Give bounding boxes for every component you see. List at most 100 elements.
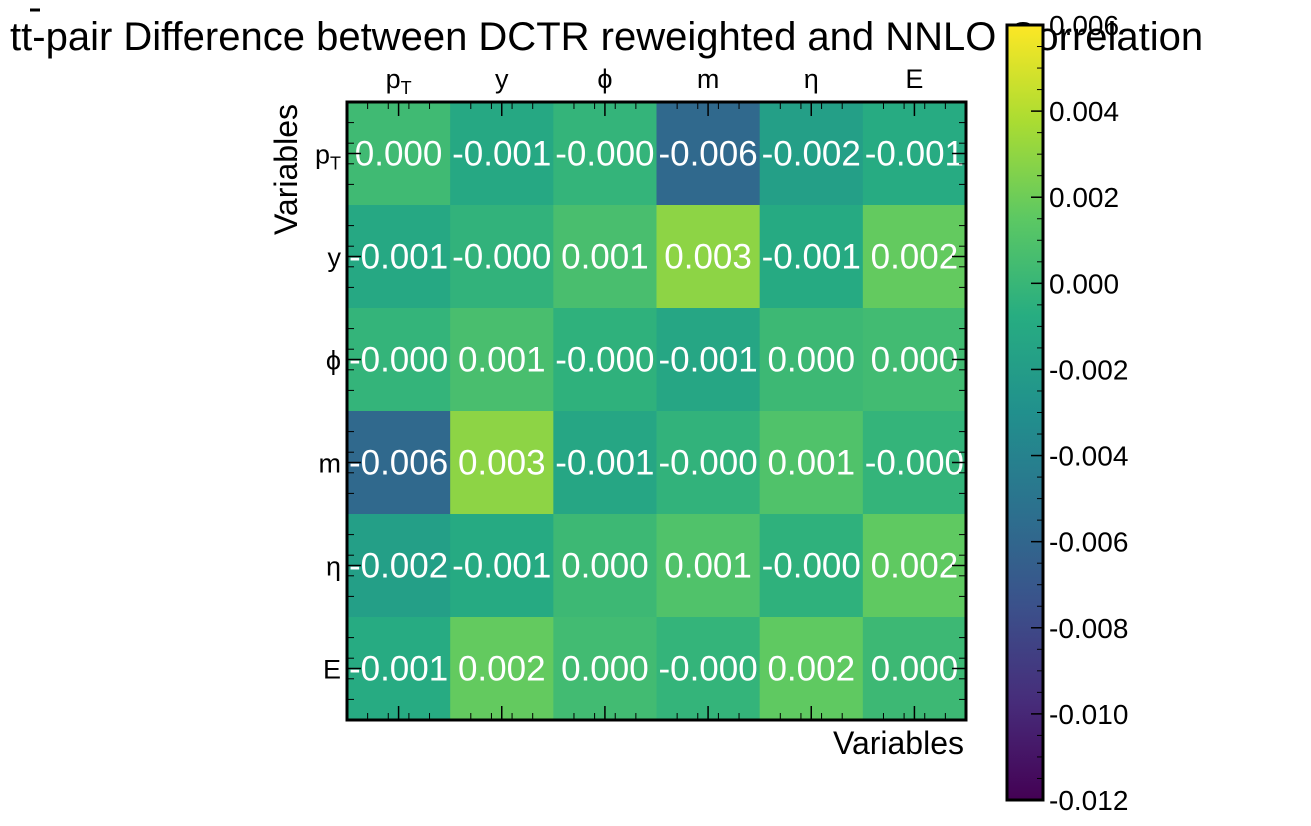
cell-value-label: -0.001 [658, 341, 757, 380]
title-t: t [10, 15, 21, 59]
cell-value-label: 0.001 [767, 444, 855, 483]
x-tick-label: y [495, 64, 509, 94]
heatmap-cell [759, 514, 864, 618]
heatmap-cell-labels: 0.000 -0.001 -0.000 -0.006 -0.002 -0.001-0.00… [349, 135, 964, 689]
plot-frame [345, 100, 968, 722]
cell-value-label: 0.000 [767, 341, 855, 380]
cell-value-label: 0.000 [355, 135, 443, 174]
heatmap-cell [450, 411, 554, 515]
cell-value-label: 0.002 [767, 650, 855, 689]
y-tick-label: E [323, 655, 341, 685]
cell-value-label: -0.001 [555, 444, 654, 483]
colorbar-tick-label: -0.002 [1049, 354, 1128, 385]
colorbar-tick-label: -0.010 [1049, 699, 1128, 730]
x-axis-label: Variables [833, 725, 964, 761]
heatmap-cell [347, 617, 451, 721]
cell-value-label: -0.002 [349, 547, 448, 586]
cell-value-label: -0.001 [349, 650, 448, 689]
cell-value-label: 0.001 [458, 341, 546, 380]
heatmap-cell [553, 308, 657, 412]
y-tick-label: m [319, 449, 342, 479]
cell-value-label: -0.006 [658, 135, 757, 174]
y-tick-label: y [328, 243, 342, 273]
colorbar-tick-label: -0.004 [1049, 441, 1128, 472]
colorbar-tick-label: 0.006 [1049, 10, 1119, 41]
cell-value-label: -0.002 [762, 135, 861, 174]
heatmap-cell [759, 617, 864, 721]
colorbar-tick-label: 0.002 [1049, 182, 1119, 213]
y-tick-label: η [326, 552, 341, 582]
y-tick-labels: pT y ϕ m η E [315, 140, 342, 685]
cell-value-label: 0.000 [871, 650, 959, 689]
heatmap-cell [862, 308, 967, 412]
heatmap-cell [656, 514, 761, 618]
cell-value-label: -0.001 [452, 547, 551, 586]
cell-value-label: 0.001 [664, 547, 752, 586]
cell-value-label: -0.000 [865, 444, 964, 483]
heatmap-cell [347, 102, 451, 206]
x-tick-label: ϕ [597, 64, 612, 94]
colorbar-ticks: 0.006 0.004 0.002 0.000 -0.002 -0.004 -0.006 -0… [1031, 10, 1128, 816]
colorbar-tick-label: 0.004 [1049, 96, 1119, 127]
heatmap-cell [759, 102, 864, 206]
heatmap-cell [759, 411, 864, 515]
heatmap-cell [656, 411, 761, 515]
heatmap-cell [347, 308, 451, 412]
heatmap-cell [759, 308, 864, 412]
heatmap-cell [862, 102, 967, 206]
cell-value-label: 0.002 [458, 650, 546, 689]
cell-value-label: -0.001 [349, 238, 448, 277]
heatmap-cell [553, 617, 657, 721]
y-axis-label: Variables [268, 104, 304, 235]
heatmap-cell [347, 411, 451, 515]
cell-value-label: -0.001 [865, 135, 964, 174]
cell-value-label: -0.000 [349, 341, 448, 380]
cell-value-label: 0.002 [871, 238, 959, 277]
x-tick-label: pT [386, 64, 412, 98]
colorbar-tick-label: -0.012 [1049, 785, 1128, 816]
heatmap-cell [862, 617, 967, 721]
heatmap-cell [553, 205, 657, 309]
cell-value-label: 0.001 [561, 238, 649, 277]
x-tick-labels: pT y ϕ m η E [386, 64, 924, 98]
heatmap-cell [450, 308, 554, 412]
heatmap-cell [450, 617, 554, 721]
heatmap-cell [862, 411, 967, 515]
cell-value-label: -0.000 [555, 135, 654, 174]
heatmap-cell [553, 102, 657, 206]
heatmap-cell [450, 514, 554, 618]
axis-ticks [347, 102, 966, 720]
y-tick-label: ϕ [326, 346, 341, 376]
heatmap-cell [347, 514, 451, 618]
cell-value-label: -0.000 [762, 547, 861, 586]
cell-value-label: -0.001 [762, 238, 861, 277]
cell-value-label: 0.000 [561, 650, 649, 689]
heatmap-cell [347, 205, 451, 309]
x-tick-label: E [905, 64, 923, 94]
heatmap-cell [656, 205, 761, 309]
heatmap-cell [862, 205, 967, 309]
heatmap-cell [450, 102, 554, 206]
heatmap-cell [553, 411, 657, 515]
cell-value-label: -0.000 [555, 341, 654, 380]
heatmap-cell [759, 205, 864, 309]
heatmap-cell [656, 102, 761, 206]
heatmap-cell [553, 514, 657, 618]
heatmap-cells [347, 102, 967, 721]
heatmap-cell [656, 617, 761, 721]
cell-value-label: -0.000 [452, 238, 551, 277]
cell-value-label: -0.006 [349, 444, 448, 483]
x-tick-label: m [697, 64, 720, 94]
heatmap-cell [656, 308, 761, 412]
cell-value-label: 0.000 [561, 547, 649, 586]
cell-value-label: -0.000 [658, 650, 757, 689]
cell-value-label: -0.000 [658, 444, 757, 483]
cell-value-label: 0.003 [458, 444, 546, 483]
cell-value-label: 0.003 [664, 238, 752, 277]
colorbar-tick-label: -0.008 [1049, 613, 1128, 644]
cell-value-label: 0.000 [871, 341, 959, 380]
x-tick-label: η [804, 64, 819, 94]
heatmap-cell [862, 514, 967, 618]
heatmap-cell [450, 205, 554, 309]
